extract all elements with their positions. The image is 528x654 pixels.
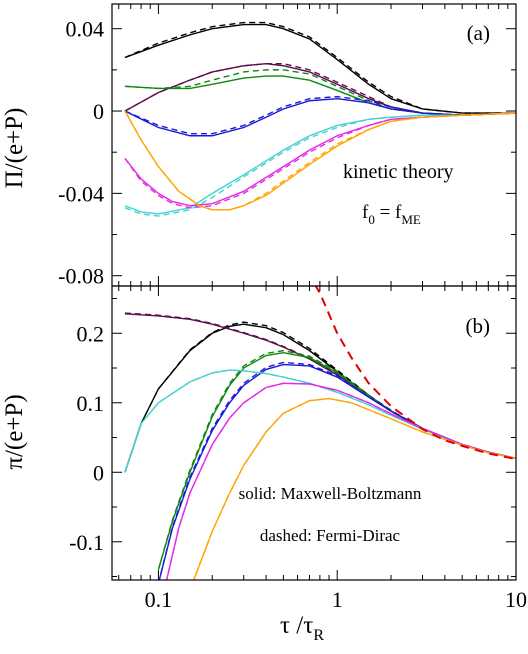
- y-tick-label: 0.04: [66, 17, 105, 42]
- panel-b-x-tick-labels: 0.1 1 10: [145, 587, 527, 612]
- panel-b-y-tick-labels: 0.2 0.1 0 -0.1: [69, 321, 104, 555]
- panel-a: 0.04 0 -0.04 -0.08 (a) Π/(e+P) kinetic theo…: [1, 3, 517, 289]
- series-dashed-line: [124, 112, 516, 217]
- x-tick-label: 1: [332, 587, 343, 612]
- series-dashed-line: [124, 21, 516, 114]
- panel-b-frame: [111, 285, 517, 581]
- x-axis-label: τ /τR: [280, 612, 324, 644]
- series-solid-line: [124, 97, 516, 137]
- panel-b-ylabel: π/(e+P): [1, 394, 28, 469]
- panel-b-lines: [124, 286, 516, 580]
- y-tick-label: -0.1: [69, 530, 104, 555]
- series-solid-line: [158, 363, 516, 580]
- series-dashed-line: [158, 361, 516, 580]
- series-dashed-line: [124, 112, 516, 209]
- series-dashed-line: [124, 321, 516, 473]
- series-dashed-line: [124, 110, 516, 211]
- series-solid-line: [124, 110, 516, 211]
- kinetic-theory-label: kinetic theory: [343, 161, 454, 183]
- series-solid-line: [124, 323, 516, 473]
- y-tick-label: 0: [93, 460, 104, 485]
- y-tick-label: -0.04: [58, 181, 104, 206]
- x-tick-label: 10: [505, 587, 527, 612]
- series-solid-line: [124, 112, 516, 207]
- y-tick-label: 0.1: [77, 391, 105, 416]
- series-solid-line: [124, 62, 516, 116]
- panel-b-tag: (b): [466, 314, 491, 338]
- panel-a-ticks: [112, 4, 517, 286]
- series-dashed-line: [124, 95, 516, 135]
- series-dashed-line: [165, 382, 516, 580]
- series-solid-line: [124, 112, 516, 215]
- panel-a-lines: [124, 21, 516, 217]
- f0-equals-fme-label: f0 = fME: [362, 202, 421, 227]
- series-solid-line: [124, 369, 516, 473]
- dashed-legend-note: dashed: Fermi-Dirac: [260, 526, 401, 545]
- panel-a-tag: (a): [467, 21, 490, 45]
- y-tick-label: 0: [93, 99, 104, 124]
- series-dashed-line: [314, 286, 516, 461]
- series-dashed-line: [124, 62, 516, 116]
- panel-b: 0.2 0.1 0 -0.1 0.1 1 10 (b) π/(e+P) solid: Ma…: [1, 285, 527, 644]
- series-dashed-line: [157, 349, 516, 570]
- panel-a-frame: [111, 3, 517, 287]
- solid-legend-note: solid: Maxwell-Boltzmann: [239, 484, 422, 503]
- x-tick-label: 0.1: [145, 587, 173, 612]
- y-tick-label: 0.2: [77, 321, 105, 346]
- y-tick-label: -0.08: [58, 264, 104, 289]
- panel-a-ylabel: Π/(e+P): [1, 108, 28, 189]
- panel-a-y-tick-labels: 0.04 0 -0.04 -0.08: [58, 17, 104, 289]
